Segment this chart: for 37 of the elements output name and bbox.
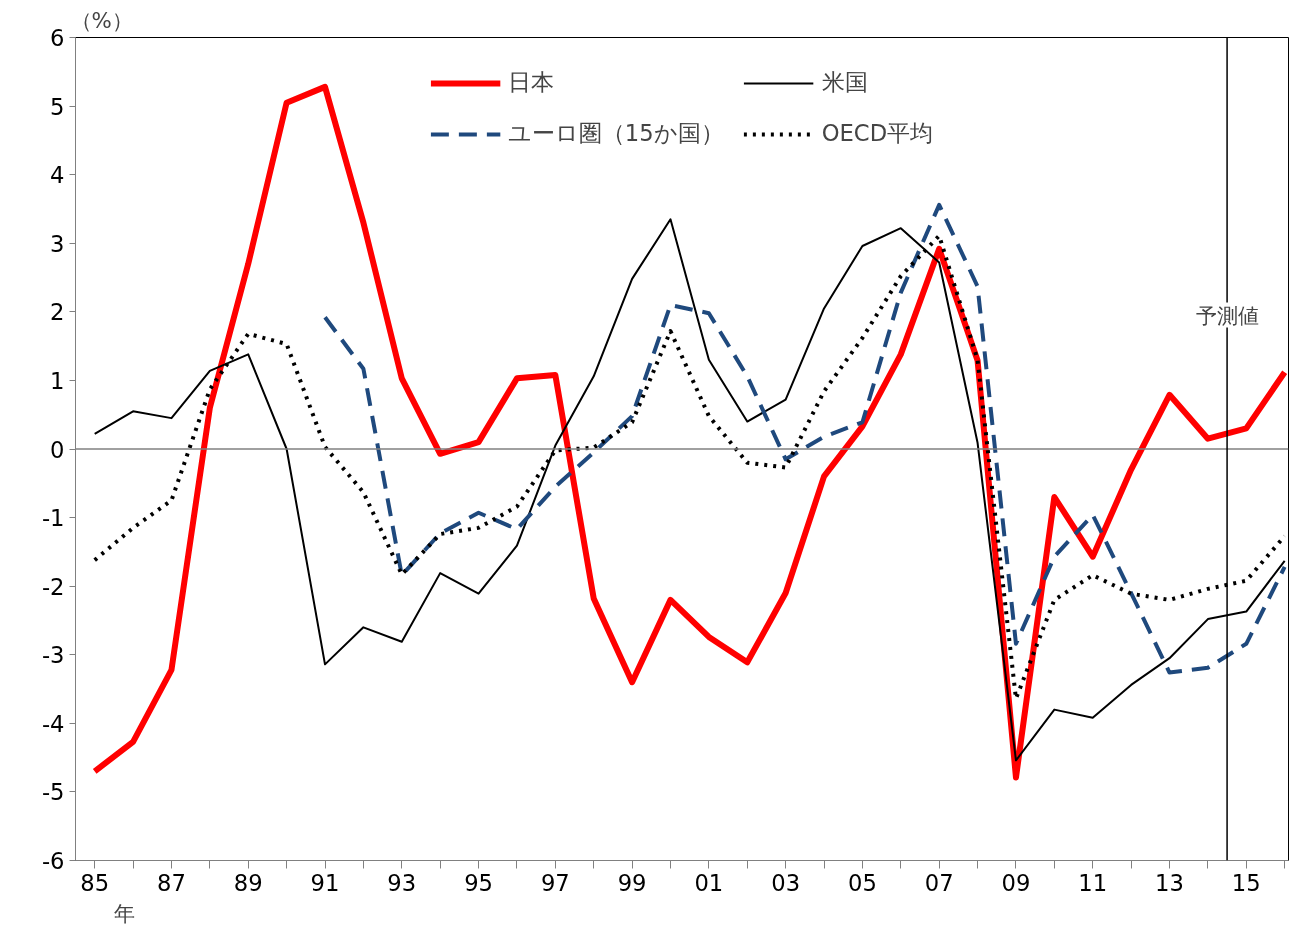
x-tick-label: 11 bbox=[1078, 869, 1108, 896]
legend-label: OECD平均 bbox=[821, 119, 934, 148]
y-tick-label: 2 bbox=[50, 299, 65, 326]
y-tick-label: 5 bbox=[50, 93, 65, 120]
x-tick-label: 03 bbox=[771, 869, 801, 896]
x-tick-label: 91 bbox=[310, 869, 340, 896]
x-axis-title: 年 bbox=[113, 900, 135, 926]
x-tick-label: 15 bbox=[1231, 869, 1261, 896]
y-tick-label: -1 bbox=[41, 505, 65, 532]
x-tick-label: 93 bbox=[387, 869, 417, 896]
x-tick-label: 05 bbox=[848, 869, 877, 896]
y-tick-label: 3 bbox=[50, 230, 65, 257]
x-tick-label: 87 bbox=[157, 869, 186, 896]
x-tick-label: 01 bbox=[694, 869, 724, 896]
x-tick-label: 89 bbox=[233, 869, 263, 896]
legend-label: 米国 bbox=[821, 68, 868, 97]
legend-label: 日本 bbox=[507, 68, 554, 97]
x-tick-label: 13 bbox=[1155, 869, 1184, 896]
x-tick-label: 09 bbox=[1001, 869, 1031, 896]
y-tick-label: -5 bbox=[41, 779, 65, 806]
y-axis-title: （%） bbox=[70, 7, 133, 33]
y-tick-label: -2 bbox=[41, 573, 65, 600]
x-tick-label: 97 bbox=[540, 869, 570, 896]
y-tick-label: -3 bbox=[41, 642, 65, 669]
y-tick-label: -6 bbox=[41, 848, 65, 874]
legend-label: ユーロ圏（15か国） bbox=[507, 119, 724, 148]
y-tick-label: 1 bbox=[50, 367, 65, 394]
x-tick-label: 99 bbox=[617, 869, 647, 896]
y-tick-label: 0 bbox=[50, 436, 65, 463]
y-tick-label: -4 bbox=[41, 710, 65, 737]
line-series bbox=[323, 202, 1287, 675]
x-tick-label: 95 bbox=[464, 869, 493, 896]
x-tick-label: 85 bbox=[80, 869, 110, 896]
x-tick-label: 07 bbox=[924, 869, 954, 896]
ref-line-label: 予測値 bbox=[1195, 302, 1259, 328]
y-tick-label: 4 bbox=[50, 162, 65, 189]
y-tick-label: 6 bbox=[50, 25, 65, 51]
